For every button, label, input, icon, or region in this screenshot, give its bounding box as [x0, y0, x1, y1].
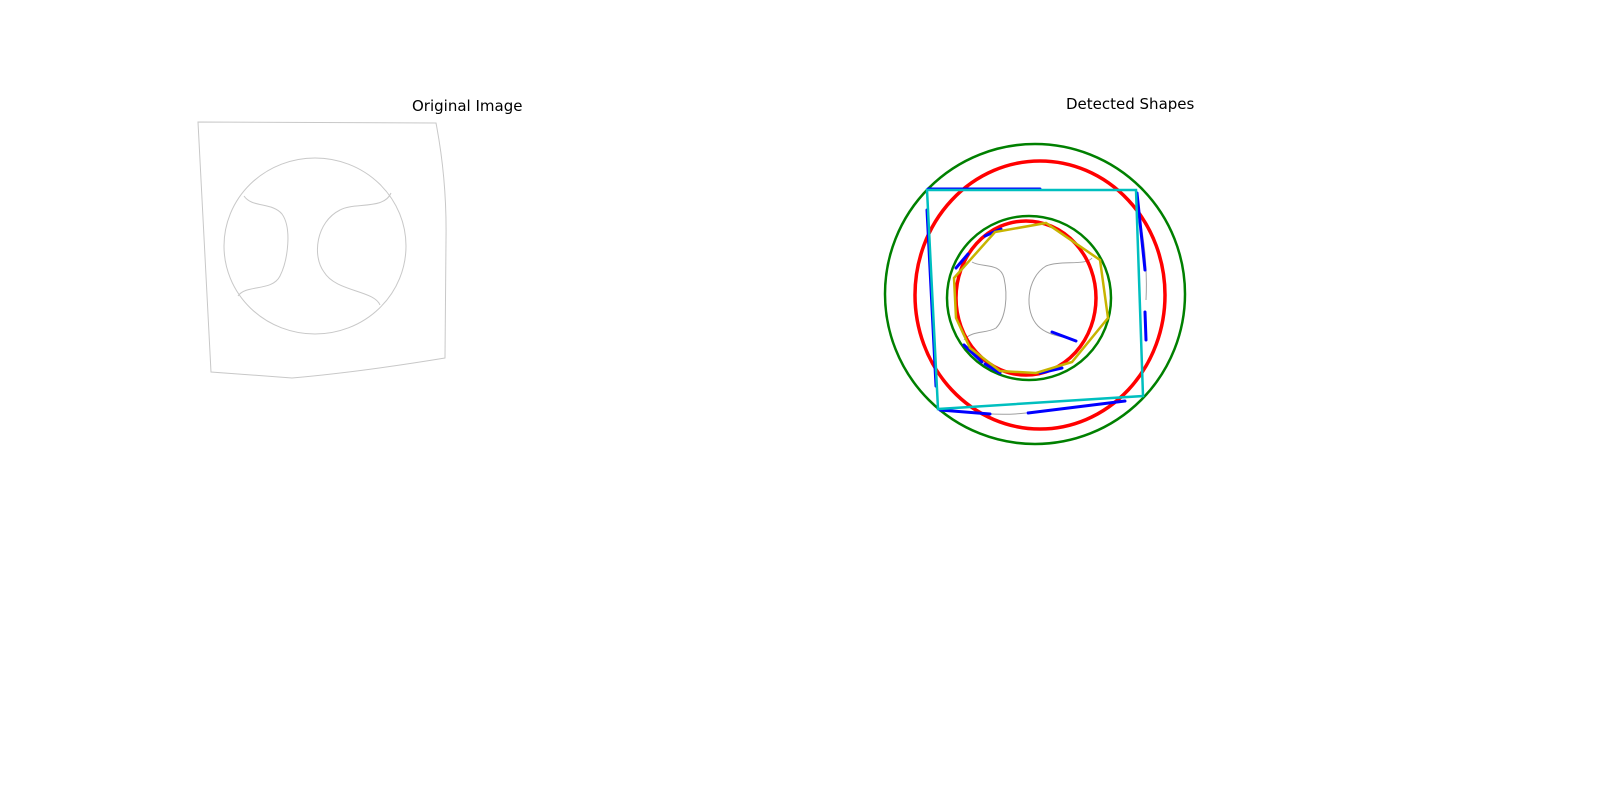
- original-outer-quad: [197, 121, 447, 379]
- panel-title-original: Original Image: [412, 97, 523, 115]
- background-left-lobe: [963, 261, 1007, 341]
- red-circle-outer: [913, 159, 1167, 431]
- detected-shapes: [883, 142, 1187, 446]
- line-segment: [1050, 330, 1078, 343]
- original-right-lobe: [317, 192, 392, 306]
- line-segment: [1026, 399, 1127, 415]
- line-segment: [954, 252, 970, 270]
- line-segment: [983, 362, 1002, 375]
- line-segment: [962, 343, 984, 364]
- detected-background-outline: [963, 219, 1147, 415]
- background-right-lobe: [1028, 257, 1093, 343]
- green-circle-inner: [945, 214, 1113, 382]
- original-image: [197, 121, 447, 379]
- original-inner-circle: [223, 157, 407, 335]
- original-left-lobe: [237, 195, 289, 297]
- panel-title-detected: Detected Shapes: [1066, 95, 1195, 113]
- line-segment: [938, 408, 992, 416]
- line-segment: [1143, 310, 1148, 342]
- yellow-polygon: [952, 221, 1110, 375]
- green-circle-outer: [883, 142, 1187, 446]
- line-segment: [1135, 191, 1147, 272]
- line-segment: [1038, 366, 1064, 375]
- cyan-rectangle: [925, 188, 1145, 411]
